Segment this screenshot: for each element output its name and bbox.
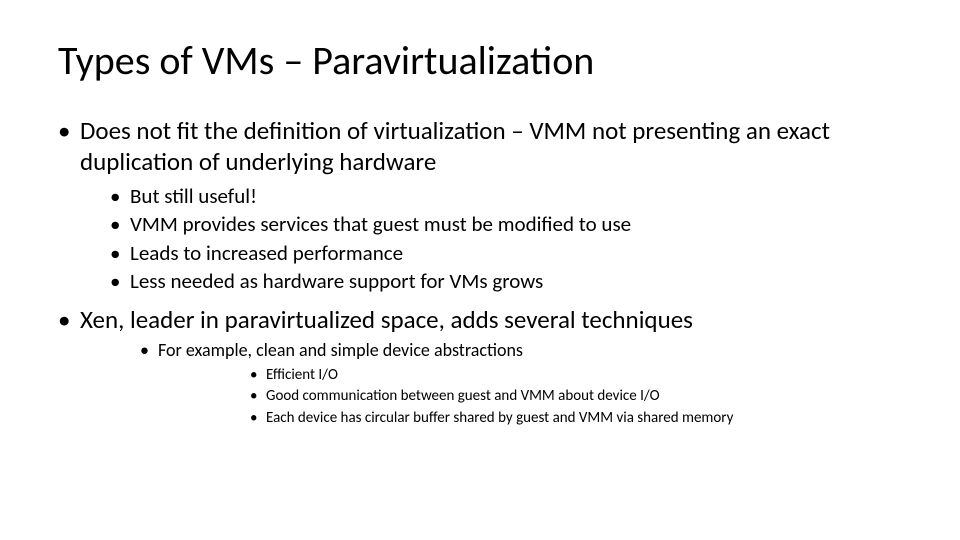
bullet-lvl4: Good communication between guest and VMM… — [250, 386, 902, 406]
sub-list: Efficient I/O Good communication between… — [158, 365, 902, 428]
bullet-lvl3: For example, clean and simple device abs… — [140, 339, 902, 428]
bullet-text: Efficient I/O — [266, 366, 338, 384]
bullet-text: Xen, leader in paravirtualized space, ad… — [80, 304, 693, 335]
slide-title: Types of VMs – Paravirtualization — [58, 38, 902, 84]
bullet-lvl2: But still useful! — [110, 183, 902, 210]
bullet-text: VMM provides services that guest must be… — [130, 211, 631, 237]
bullet-lvl1: Xen, leader in paravirtualized space, ad… — [58, 305, 902, 428]
sub-list: But still useful! VMM provides services … — [80, 183, 902, 295]
sub-list: For example, clean and simple device abs… — [80, 339, 902, 428]
bullet-text: Each device has circular buffer shared b… — [266, 409, 733, 427]
bullet-lvl2: VMM provides services that guest must be… — [110, 211, 902, 238]
bullet-lvl2: Leads to increased performance — [110, 240, 902, 267]
bullet-text: But still useful! — [130, 183, 257, 209]
bullet-lvl2: Less needed as hardware support for VMs … — [110, 268, 902, 295]
bullet-text: Leads to increased performance — [130, 240, 403, 266]
bullet-lvl4: Efficient I/O — [250, 365, 902, 385]
bullet-text: Less needed as hardware support for VMs … — [130, 268, 543, 294]
bullet-text: For example, clean and simple device abs… — [158, 339, 523, 361]
bullet-text: Does not fit the definition of virtualiz… — [80, 115, 830, 177]
slide: Types of VMs – Paravirtualization Does n… — [0, 0, 960, 540]
bullet-text: Good communication between guest and VMM… — [266, 387, 660, 405]
bullet-lvl1: Does not fit the definition of virtualiz… — [58, 116, 902, 295]
bullet-list: Does not fit the definition of virtualiz… — [58, 116, 902, 428]
bullet-lvl4: Each device has circular buffer shared b… — [250, 408, 902, 428]
